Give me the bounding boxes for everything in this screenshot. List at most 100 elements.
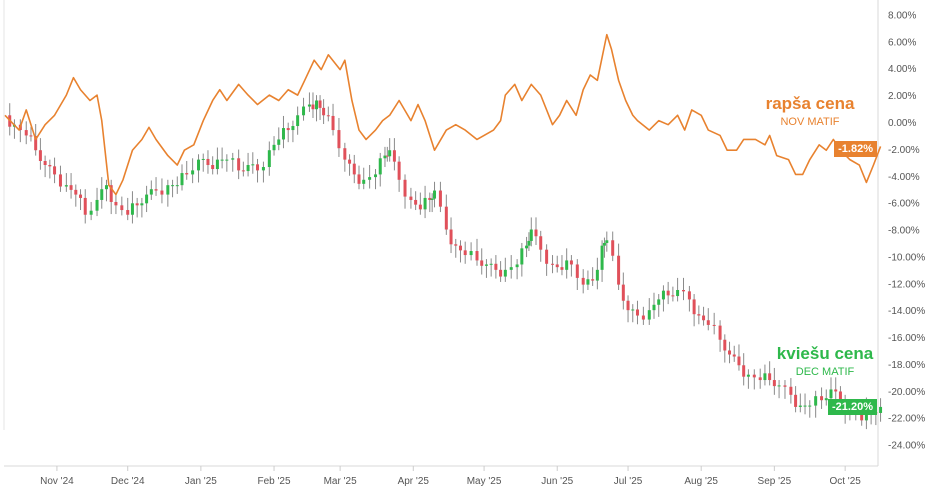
candle-body (718, 325, 722, 340)
candle-body (64, 185, 68, 187)
candle-body (126, 210, 130, 215)
y-tick-label: -10.00% (888, 252, 925, 263)
candle-body (272, 144, 276, 151)
candle-body (772, 380, 776, 387)
candle-body (515, 264, 519, 268)
candle-body (104, 185, 108, 190)
candle-body (197, 159, 201, 171)
candle-body (296, 115, 300, 127)
candle-body (246, 165, 250, 172)
candle-body (201, 158, 205, 160)
candle-body (682, 290, 685, 292)
candle-body (555, 264, 559, 268)
candle-body (291, 126, 295, 131)
candle-body (311, 104, 315, 110)
candle-body (621, 284, 625, 301)
x-tick-label: Nov '24 (40, 476, 74, 487)
candle-body (74, 189, 78, 195)
y-tick-label: -2.00% (888, 145, 920, 156)
candle-body (458, 245, 462, 251)
candle-body (79, 194, 83, 198)
candle-body (494, 263, 498, 270)
candle-body (24, 130, 28, 136)
candle-body (433, 190, 437, 199)
candle-body (53, 166, 57, 175)
candle-body (135, 203, 139, 206)
candle-body (631, 309, 635, 311)
candle-body (256, 164, 260, 171)
candle-body (789, 386, 793, 395)
candle-body (737, 356, 741, 366)
candle-body (768, 373, 772, 381)
y-tick-label: 0.00% (888, 118, 916, 129)
x-tick-label: May '25 (467, 476, 502, 487)
candle-body (824, 398, 828, 401)
rapeseed-last-value-badge: -1.82% (834, 141, 877, 157)
candle-body (595, 269, 599, 281)
y-tick-label: -8.00% (888, 226, 920, 237)
y-tick-label: 4.00% (888, 64, 916, 75)
candle-body (746, 374, 750, 377)
candle-body (211, 165, 215, 170)
wheat-series-subtitle: DEC MATIF (795, 366, 855, 378)
candle-body (388, 150, 392, 157)
candle-body (652, 304, 656, 311)
candle-body (315, 100, 319, 110)
candle-body (114, 201, 118, 206)
candle-body (484, 264, 488, 266)
candle-body (286, 128, 290, 131)
x-tick-label: Sep '25 (758, 476, 792, 487)
candle-body (418, 204, 422, 210)
candle-body (331, 115, 335, 131)
candle-body (357, 174, 361, 184)
candle-body (463, 250, 467, 256)
candle-body (403, 179, 407, 197)
candle-body (34, 136, 38, 151)
candle-body (879, 406, 883, 413)
candle-body (154, 189, 158, 191)
candle-body (171, 185, 175, 187)
y-tick-label: -24.00% (888, 441, 925, 452)
y-tick-label: -18.00% (888, 360, 925, 371)
candle-body (383, 155, 387, 159)
candle-body (220, 159, 224, 161)
candle-body (635, 309, 639, 316)
candle-body (378, 158, 382, 175)
candle-body (449, 229, 453, 245)
candle-body (251, 164, 255, 166)
x-tick-label: Jan '25 (185, 476, 217, 487)
x-tick-label: Apr '25 (398, 476, 430, 487)
candle-body (191, 170, 195, 175)
candle-body (374, 174, 378, 178)
x-tick-label: Jul '25 (614, 476, 643, 487)
x-tick-label: Oct '25 (829, 476, 861, 487)
candle-body (414, 199, 418, 205)
candle-body (732, 354, 736, 357)
candle-body (307, 104, 311, 107)
candle-body (860, 414, 864, 421)
candle-body (803, 405, 807, 407)
candle-body (302, 106, 306, 116)
candle-body (834, 389, 838, 392)
candle-body (581, 277, 585, 285)
candle-body (671, 295, 675, 297)
candle-body (261, 167, 265, 171)
candle-body (742, 365, 746, 377)
x-tick-label: Mar '25 (324, 476, 357, 487)
candle-body (591, 279, 595, 281)
candle-body (454, 244, 458, 246)
candle-body (166, 185, 170, 195)
candle-body (95, 199, 99, 211)
candle-body (600, 245, 604, 270)
candle-body (798, 405, 802, 407)
candle-body (385, 155, 389, 157)
y-tick-label: -14.00% (888, 306, 925, 317)
rapeseed-series-subtitle: NOV MATIF (780, 116, 840, 128)
candle-body (89, 210, 93, 215)
candle-body (702, 315, 706, 321)
candle-body (397, 161, 401, 180)
candle-body (362, 179, 366, 184)
candle-body (109, 185, 113, 202)
candle-body (58, 174, 62, 187)
candle-body (469, 251, 473, 256)
